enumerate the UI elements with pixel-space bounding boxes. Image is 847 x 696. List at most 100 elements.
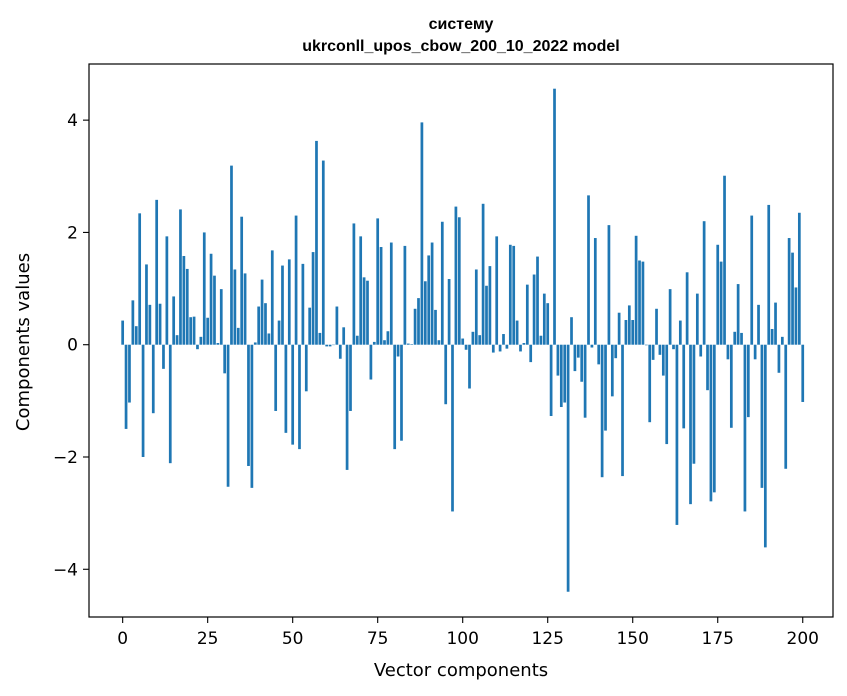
bar xyxy=(168,344,172,464)
bar xyxy=(396,344,400,357)
bar xyxy=(179,209,182,345)
bar xyxy=(461,338,465,345)
bar xyxy=(298,344,301,450)
bar xyxy=(471,331,475,345)
bar xyxy=(454,206,458,345)
bar xyxy=(434,309,437,345)
bar xyxy=(780,336,784,345)
bar xyxy=(631,320,635,345)
bar xyxy=(566,344,570,592)
bar xyxy=(311,252,315,345)
bar xyxy=(760,344,764,488)
bar xyxy=(264,303,267,345)
bar xyxy=(172,296,176,345)
bar xyxy=(165,236,169,345)
bar xyxy=(274,344,278,411)
bar xyxy=(267,333,271,345)
bar xyxy=(478,335,482,345)
bar xyxy=(536,256,539,345)
bar xyxy=(413,308,417,345)
bar xyxy=(243,273,247,345)
bar xyxy=(614,344,618,359)
bar xyxy=(675,344,679,525)
bar xyxy=(553,88,556,345)
bar xyxy=(658,344,662,355)
bar xyxy=(777,344,781,373)
bar xyxy=(468,344,471,389)
x-tick-label: 100 xyxy=(446,629,478,649)
bar xyxy=(315,140,318,345)
bar xyxy=(638,260,641,345)
bar xyxy=(784,344,788,469)
bar xyxy=(706,344,709,391)
bar xyxy=(515,320,519,345)
bar xyxy=(366,280,369,345)
bar xyxy=(406,343,410,345)
bar xyxy=(250,344,254,488)
bar xyxy=(644,344,648,346)
bar xyxy=(770,328,774,345)
bar xyxy=(202,232,206,345)
bar xyxy=(508,244,512,345)
bar xyxy=(386,331,390,345)
bar xyxy=(223,344,227,374)
bar xyxy=(253,342,257,345)
bar xyxy=(457,217,461,345)
y-axis-ticks: −4 −2 0 2 4 xyxy=(53,111,89,580)
bar xyxy=(359,236,363,345)
bar xyxy=(270,250,274,345)
chart-title-line-1: систему xyxy=(429,16,494,33)
bar xyxy=(437,340,441,345)
bar xyxy=(604,344,607,431)
bar xyxy=(502,334,505,345)
bar xyxy=(226,344,230,487)
bar xyxy=(423,281,427,345)
bar xyxy=(488,266,492,345)
bar xyxy=(583,344,587,418)
bar xyxy=(124,344,128,429)
bar xyxy=(695,293,699,345)
bar xyxy=(321,160,325,345)
bar xyxy=(451,344,454,512)
bar xyxy=(512,245,516,345)
x-tick-label: 0 xyxy=(117,629,128,649)
bar xyxy=(410,344,414,345)
bar xyxy=(573,344,577,372)
bar xyxy=(600,344,604,478)
bar xyxy=(791,252,794,345)
bar xyxy=(529,344,533,363)
bar xyxy=(505,344,509,349)
bar xyxy=(260,279,264,345)
bar xyxy=(141,344,145,457)
x-tick-label: 200 xyxy=(787,629,819,649)
x-tick-label: 125 xyxy=(531,629,563,649)
bar xyxy=(702,221,706,345)
bar xyxy=(345,344,349,470)
bar xyxy=(189,317,193,345)
bar xyxy=(719,261,723,345)
x-tick-label: 150 xyxy=(616,629,648,649)
y-tick-label: 2 xyxy=(67,223,78,243)
bar xyxy=(389,242,393,345)
bar xyxy=(304,344,308,392)
x-axis-ticks: 0 25 50 75 100 125 150 175 200 xyxy=(117,617,819,649)
bar xyxy=(138,213,142,345)
bar xyxy=(767,204,771,345)
bar xyxy=(678,320,682,345)
bar xyxy=(563,344,567,403)
plot-frame xyxy=(88,63,834,618)
y-tick-label: 4 xyxy=(67,111,78,131)
bar xyxy=(593,238,597,345)
bar xyxy=(634,235,638,345)
x-tick-label: 175 xyxy=(702,629,734,649)
bar xyxy=(185,268,189,345)
bar xyxy=(372,341,376,345)
bar xyxy=(369,344,373,380)
bar xyxy=(287,259,291,345)
bar xyxy=(672,344,675,350)
bar xyxy=(740,332,743,345)
bar xyxy=(787,238,791,345)
bar xyxy=(519,344,522,352)
bar xyxy=(729,344,733,428)
bar xyxy=(495,236,499,345)
